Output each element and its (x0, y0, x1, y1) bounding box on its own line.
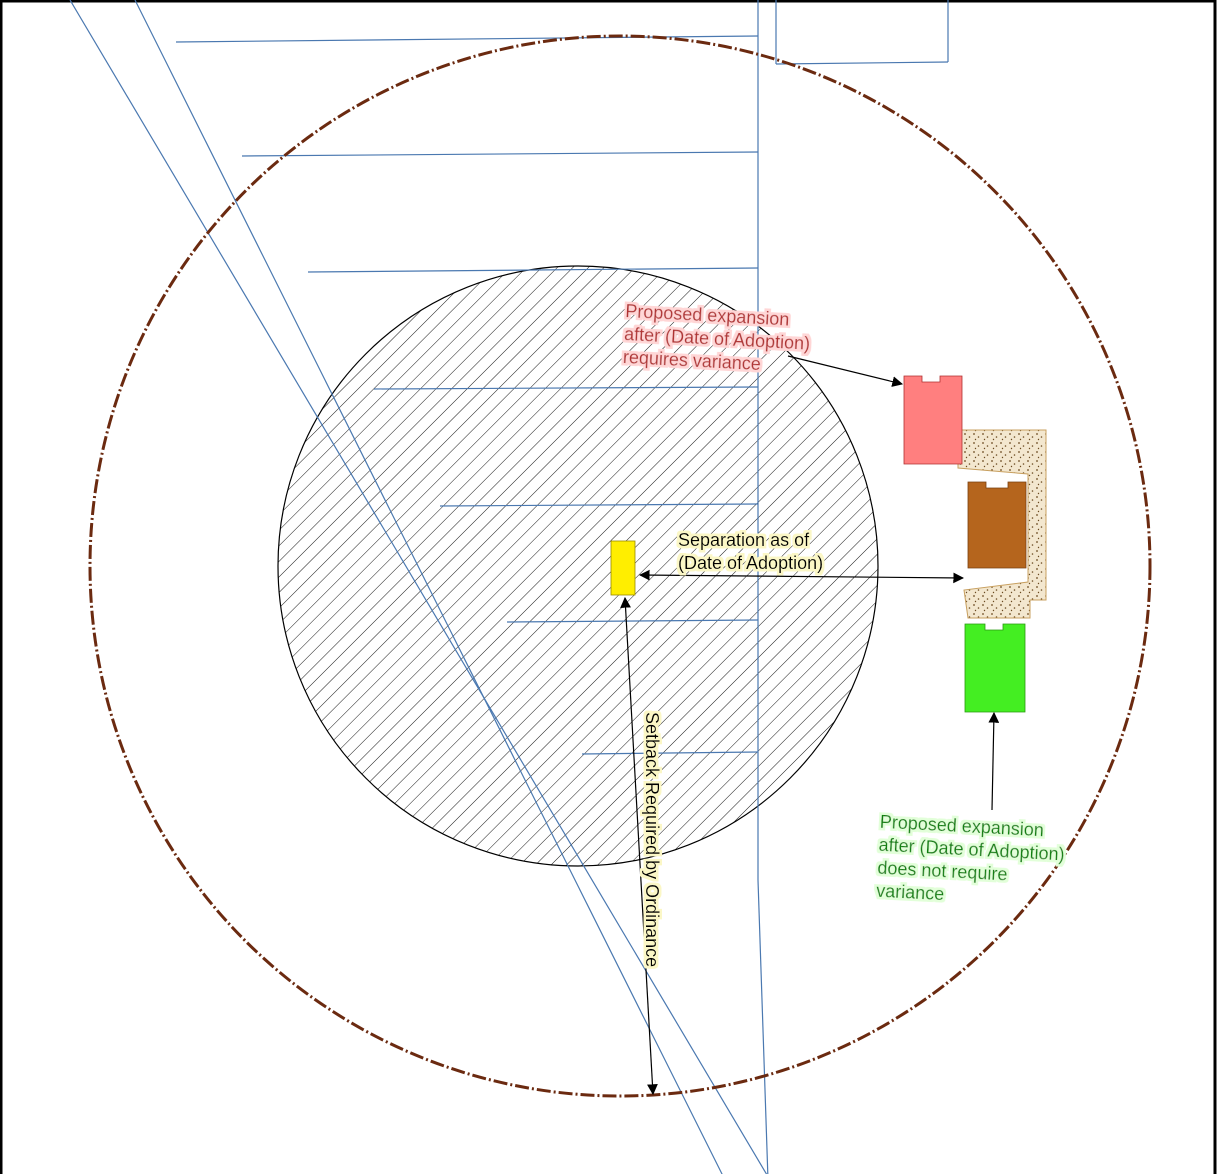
red-building-requires-variance (903, 375, 963, 465)
hatched-setback-circle (277, 265, 879, 867)
brown-existing-building (967, 481, 1027, 569)
setback-text: Setback Required by Ordinance (642, 712, 662, 967)
red-callout-text: Proposed expansion after (Date of Adopti… (622, 301, 810, 374)
green-building-no-variance (964, 623, 1026, 713)
yellow-existing-building (610, 540, 636, 596)
setback-label: Setback Required by Ordinance (642, 712, 662, 967)
outer-buffer-circle (88, 34, 1152, 1098)
setback-arrow (620, 596, 658, 1096)
separation-arrow (638, 569, 965, 584)
separation-label-line2: (Date of Adoption) (678, 553, 823, 573)
separation-text: Separation as of (Date of Adoption) (678, 530, 823, 573)
green-label-line4: variance (876, 881, 945, 905)
separation-label-line1: Separation as of (678, 530, 810, 550)
red-callout-arrow (787, 355, 904, 387)
green-callout-arrow (988, 711, 1000, 811)
sand-yard-area (957, 429, 1047, 619)
